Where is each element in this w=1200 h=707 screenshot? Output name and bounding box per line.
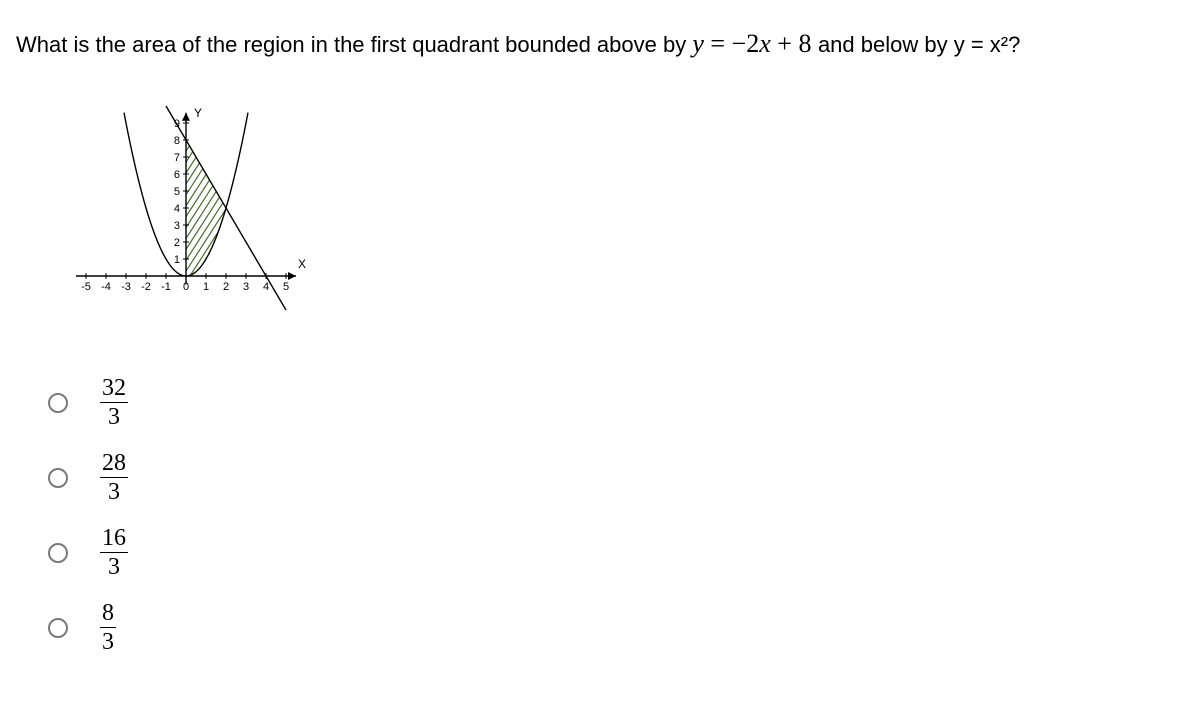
option-c[interactable]: 16 3 [48,526,1184,579]
radio-icon[interactable] [48,468,68,488]
svg-text:5: 5 [283,281,289,293]
svg-text:X: X [298,257,306,271]
svg-text:5: 5 [174,186,180,198]
graph-svg: -5-4-3-2-1012345123456789XY [56,91,316,311]
equation-1: y = −2x + 8 [692,29,818,58]
page: What is the area of the region in the fi… [0,0,1200,707]
svg-text:-4: -4 [101,281,111,293]
svg-text:8: 8 [174,135,180,147]
q-prefix: What is the area of the region in the fi… [16,32,692,57]
option-b-value: 28 3 [100,451,128,504]
svg-text:2: 2 [223,281,229,293]
svg-text:-5: -5 [81,281,91,293]
svg-text:4: 4 [174,203,180,215]
option-d-value: 8 3 [100,601,116,654]
question-text: What is the area of the region in the fi… [16,24,1184,63]
svg-text:-2: -2 [141,281,151,293]
svg-text:0: 0 [183,281,189,293]
svg-text:1: 1 [174,254,180,266]
svg-text:4: 4 [263,281,269,293]
radio-icon[interactable] [48,618,68,638]
option-b[interactable]: 28 3 [48,451,1184,504]
svg-text:Y: Y [194,106,202,120]
radio-icon[interactable] [48,393,68,413]
svg-text:7: 7 [174,152,180,164]
svg-text:3: 3 [243,281,249,293]
graph: -5-4-3-2-1012345123456789XY [56,91,1184,316]
q-suffix: ? [1008,32,1020,57]
option-d[interactable]: 8 3 [48,601,1184,654]
svg-text:6: 6 [174,169,180,181]
radio-icon[interactable] [48,543,68,563]
svg-text:2: 2 [174,237,180,249]
svg-text:1: 1 [203,281,209,293]
answer-options: 32 3 28 3 16 3 8 3 [48,376,1184,654]
svg-text:3: 3 [174,220,180,232]
svg-text:-1: -1 [161,281,171,293]
equation-2: y = x² [954,32,1008,57]
option-a-value: 32 3 [100,376,128,429]
svg-text:-3: -3 [121,281,131,293]
option-a[interactable]: 32 3 [48,376,1184,429]
q-mid: and below by [818,32,954,57]
option-c-value: 16 3 [100,526,128,579]
